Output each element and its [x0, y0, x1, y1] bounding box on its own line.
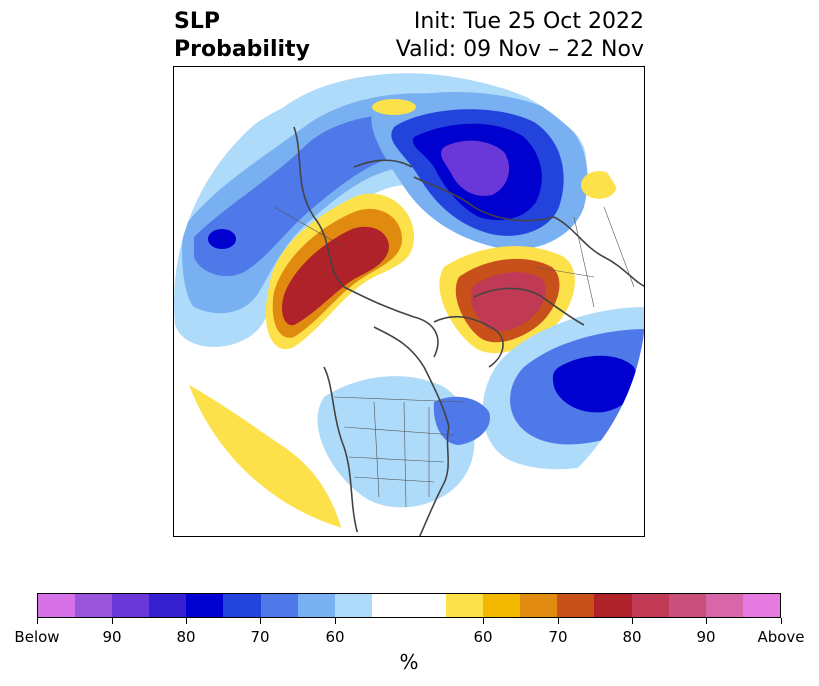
anomaly-blue-atlantic-inner: [552, 355, 638, 413]
colorbar-swatch: [520, 594, 558, 617]
colorbar-tick-mark: [335, 618, 336, 624]
colorbar-swatch: [371, 594, 409, 617]
colorbar-swatch: [483, 594, 521, 617]
colorbar-tick-label: 90: [696, 628, 716, 646]
colorbar-swatch: [334, 594, 372, 617]
title-variable: SLP: [174, 9, 220, 34]
title-type: Probability: [174, 37, 310, 62]
init-date: Init: Tue 25 Oct 2022: [413, 9, 644, 34]
colorbar-swatch: [557, 594, 595, 617]
colorbar-swatch: [38, 594, 76, 617]
colorbar-swatch: [668, 594, 706, 617]
colorbar-swatch: [186, 594, 224, 617]
map-svg: [174, 67, 644, 536]
colorbar-tick-label: Above: [757, 628, 805, 646]
colorbar-swatch: [631, 594, 669, 617]
colorbar-tick-label: 80: [622, 628, 642, 646]
colorbar-swatch: [408, 594, 447, 617]
colorbar-tick-mark: [558, 618, 559, 624]
colorbar-tick-mark: [186, 618, 187, 624]
colorbar-tick-mark: [483, 618, 484, 624]
colorbar-swatch: [446, 594, 484, 617]
coastlines: [293, 86, 644, 536]
colorbar-tick-label: 90: [102, 628, 122, 646]
colorbar: [37, 593, 781, 618]
colorbar-tick-label: 70: [548, 628, 568, 646]
colorbar-tick-mark: [781, 618, 782, 624]
colorbar-tick-label: Below: [14, 628, 60, 646]
colorbar-swatch: [75, 594, 113, 617]
colorbar-swatch: [297, 594, 335, 617]
colorbar-tick-label: 70: [250, 628, 270, 646]
colorbar-swatch: [149, 594, 187, 617]
colorbar-swatch: [742, 594, 780, 617]
low-center-pacific: [208, 229, 236, 249]
colorbar-swatch: [112, 594, 150, 617]
anomaly-purple-arctic-core: [441, 140, 510, 196]
colorbar-tick-mark: [37, 618, 38, 624]
title-block: SLP Probability: [174, 8, 310, 64]
colorbar-tick-mark: [260, 618, 261, 624]
anomaly-yellow-northeast: [581, 171, 617, 199]
colorbar-swatch: [594, 594, 632, 617]
date-block: Init: Tue 25 Oct 2022 Valid: 09 Nov – 22…: [396, 8, 644, 64]
political-borders: [273, 206, 635, 508]
anomaly-yellow-north: [372, 99, 416, 115]
colorbar-tick-mark: [632, 618, 633, 624]
colorbar-tick-mark: [706, 618, 707, 624]
colorbar-swatch: [260, 594, 298, 617]
colorbar-unit-label: %: [399, 650, 419, 674]
anomaly-red-europe: [470, 272, 546, 331]
colorbar-swatch: [223, 594, 261, 617]
colorbar-tick-label: 60: [325, 628, 345, 646]
colorbar-tick-label: 60: [473, 628, 493, 646]
colorbar-swatch: [705, 594, 743, 617]
colorbar-tick-label: 80: [176, 628, 196, 646]
valid-range: Valid: 09 Nov – 22 Nov: [395, 37, 644, 62]
colorbar-tick-mark: [112, 618, 113, 624]
probability-map: [173, 66, 645, 537]
